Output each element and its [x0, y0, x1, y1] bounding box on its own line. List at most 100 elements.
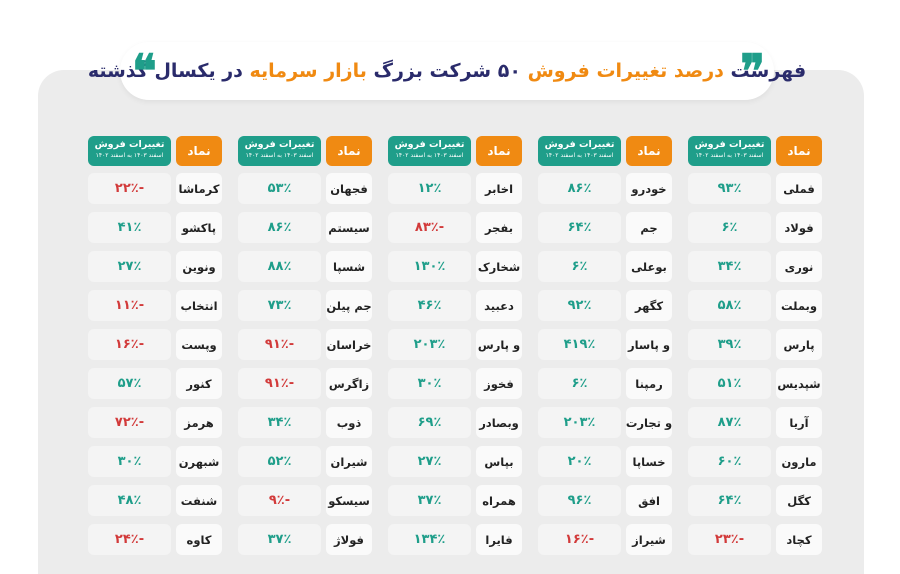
table-row: فملی ۹۳٪ — [688, 173, 823, 204]
symbol-cell: انتخاب — [176, 290, 222, 321]
sales-change-cell: ۲۰۳٪ — [538, 407, 621, 438]
table-row: و تجارت ۲۰۳٪ — [538, 407, 673, 438]
header-change-label: تغییرات فروش — [244, 139, 315, 150]
symbol-cell: خراسان — [326, 329, 372, 360]
table-row: ونوین ۲۷٪ — [88, 251, 223, 282]
symbol-cell: فملی — [776, 173, 822, 204]
symbol-cell: شیراز — [626, 524, 672, 555]
sales-change-cell: -۲۲٪ — [88, 173, 171, 204]
sales-change-cell: ۵۳٪ — [238, 173, 321, 204]
symbol-cell: کاوه — [176, 524, 222, 555]
symbol-cell: جم پیلن — [326, 290, 372, 321]
table-row: فولاژ ۳۷٪ — [238, 524, 373, 555]
symbol-cell: ذوب — [326, 407, 372, 438]
symbol-cell: وبملت — [776, 290, 822, 321]
table-row: بفجر -۸۳٪ — [388, 212, 523, 243]
sales-change-cell: ۶۹٪ — [388, 407, 471, 438]
table-row: خراسان -۹۱٪ — [238, 329, 373, 360]
symbol-cell: زاگرس — [326, 368, 372, 399]
sales-change-cell: ۶۴٪ — [688, 485, 771, 516]
sales-change-cell: ۲۰۳٪ — [388, 329, 471, 360]
sales-change-cell: ۹۳٪ — [688, 173, 771, 204]
table-row: سیستم ۸۶٪ — [238, 212, 373, 243]
sales-change-cell: ۳۰٪ — [88, 446, 171, 477]
table-row: خودرو ۸۶٪ — [538, 173, 673, 204]
symbol-cell: فولاژ — [326, 524, 372, 555]
symbol-cell: فایرا — [476, 524, 522, 555]
sales-change-cell: ۶۰٪ — [688, 446, 771, 477]
sales-change-cell: ۴۶٪ — [388, 290, 471, 321]
table-row: شبهرن ۳۰٪ — [88, 446, 223, 477]
table-row: مارون ۶۰٪ — [688, 446, 823, 477]
sales-change-cell: ۶٪ — [538, 251, 621, 282]
sales-change-cell: -۱۶٪ — [538, 524, 621, 555]
sales-change-cell: -۲۳٪ — [688, 524, 771, 555]
table-row: پاکشو ۴۱٪ — [88, 212, 223, 243]
symbol-cell: شیران — [326, 446, 372, 477]
sales-change-cell: ۳۰٪ — [388, 368, 471, 399]
symbol-cell: نوری — [776, 251, 822, 282]
symbol-cell: دعبید — [476, 290, 522, 321]
sales-change-cell: -۲۴٪ — [88, 524, 171, 555]
symbol-cell: سیستم — [326, 212, 372, 243]
table-row: آریا ۸۷٪ — [688, 407, 823, 438]
title-part-4: بازار سرمایه — [249, 60, 367, 82]
header-symbol: نماد — [326, 136, 372, 166]
table-row: زاگرس -۹۱٪ — [238, 368, 373, 399]
title-part-1: فهرست — [730, 60, 807, 82]
header-sales-change: تغییرات فروش اسفند ۱۴۰۳ به اسفند ۱۴۰۲ — [688, 136, 771, 166]
sales-change-cell: ۳۷٪ — [238, 524, 321, 555]
table-row: ذوب ۳۴٪ — [238, 407, 373, 438]
symbol-cell: و پاسار — [626, 329, 672, 360]
symbol-cell: شبهرن — [176, 446, 222, 477]
symbol-cell: کگل — [776, 485, 822, 516]
sales-change-cell: -۸۳٪ — [388, 212, 471, 243]
sales-change-cell: -۹٪ — [238, 485, 321, 516]
table-row: وبملت ۵۸٪ — [688, 290, 823, 321]
symbol-cell: و پارس — [476, 329, 522, 360]
symbol-cell: بفجر — [476, 212, 522, 243]
table-row: همراه ۳۷٪ — [388, 485, 523, 516]
header-symbol: نماد — [776, 136, 822, 166]
table-row: کنور ۵۷٪ — [88, 368, 223, 399]
symbol-cell: کرماشا — [176, 173, 222, 204]
symbol-cell: اخابر — [476, 173, 522, 204]
quote-close-icon: ❝ — [132, 44, 157, 98]
sales-change-cell: -۱۶٪ — [88, 329, 171, 360]
header-change-label: تغییرات فروش — [94, 139, 165, 150]
header-period-label: اسفند ۱۴۰۳ به اسفند ۱۴۰۲ — [695, 152, 764, 159]
header-sales-change: تغییرات فروش اسفند ۱۴۰۳ به اسفند ۱۴۰۲ — [238, 136, 321, 166]
page-title: فهرست درصد تغییرات فروش ۵۰ شرکت بزرگ باز… — [88, 60, 806, 82]
sales-change-cell: -۹۱٪ — [238, 329, 321, 360]
quote-open-icon: ❞ — [740, 44, 765, 98]
header-sales-change: تغییرات فروش اسفند ۱۴۰۳ به اسفند ۱۴۰۲ — [88, 136, 171, 166]
symbol-cell: هرمز — [176, 407, 222, 438]
symbol-cell: کچاد — [776, 524, 822, 555]
symbol-cell: جم — [626, 212, 672, 243]
header-sales-change: تغییرات فروش اسفند ۱۴۰۳ به اسفند ۱۴۰۲ — [388, 136, 471, 166]
table-row: کرماشا -۲۲٪ — [88, 173, 223, 204]
table-row: شیراز -۱۶٪ — [538, 524, 673, 555]
symbol-cell: ونوین — [176, 251, 222, 282]
table-row: سیسکو -۹٪ — [238, 485, 373, 516]
symbol-cell: فجهان — [326, 173, 372, 204]
table-row: افق ۹۶٪ — [538, 485, 673, 516]
table-row: و پاسار ۴۱۹٪ — [538, 329, 673, 360]
table-row: فجهان ۵۳٪ — [238, 173, 373, 204]
table-row: دعبید ۴۶٪ — [388, 290, 523, 321]
symbol-cell: کگهر — [626, 290, 672, 321]
sales-change-cell: ۸۷٪ — [688, 407, 771, 438]
symbol-cell: پارس — [776, 329, 822, 360]
sales-change-cell: -۷۲٪ — [88, 407, 171, 438]
header-symbol: نماد — [176, 136, 222, 166]
table-row: انتخاب -۱۱٪ — [88, 290, 223, 321]
table-row: پارس ۳۹٪ — [688, 329, 823, 360]
table-row: کاوه -۲۴٪ — [88, 524, 223, 555]
table-row: خساپا ۲۰٪ — [538, 446, 673, 477]
sales-change-cell: ۴۸٪ — [88, 485, 171, 516]
symbol-cell: خساپا — [626, 446, 672, 477]
table-row: شسپا ۸۸٪ — [238, 251, 373, 282]
sales-change-cell: ۳۷٪ — [388, 485, 471, 516]
sales-change-cell: ۶۴٪ — [538, 212, 621, 243]
header-symbol: نماد — [476, 136, 522, 166]
